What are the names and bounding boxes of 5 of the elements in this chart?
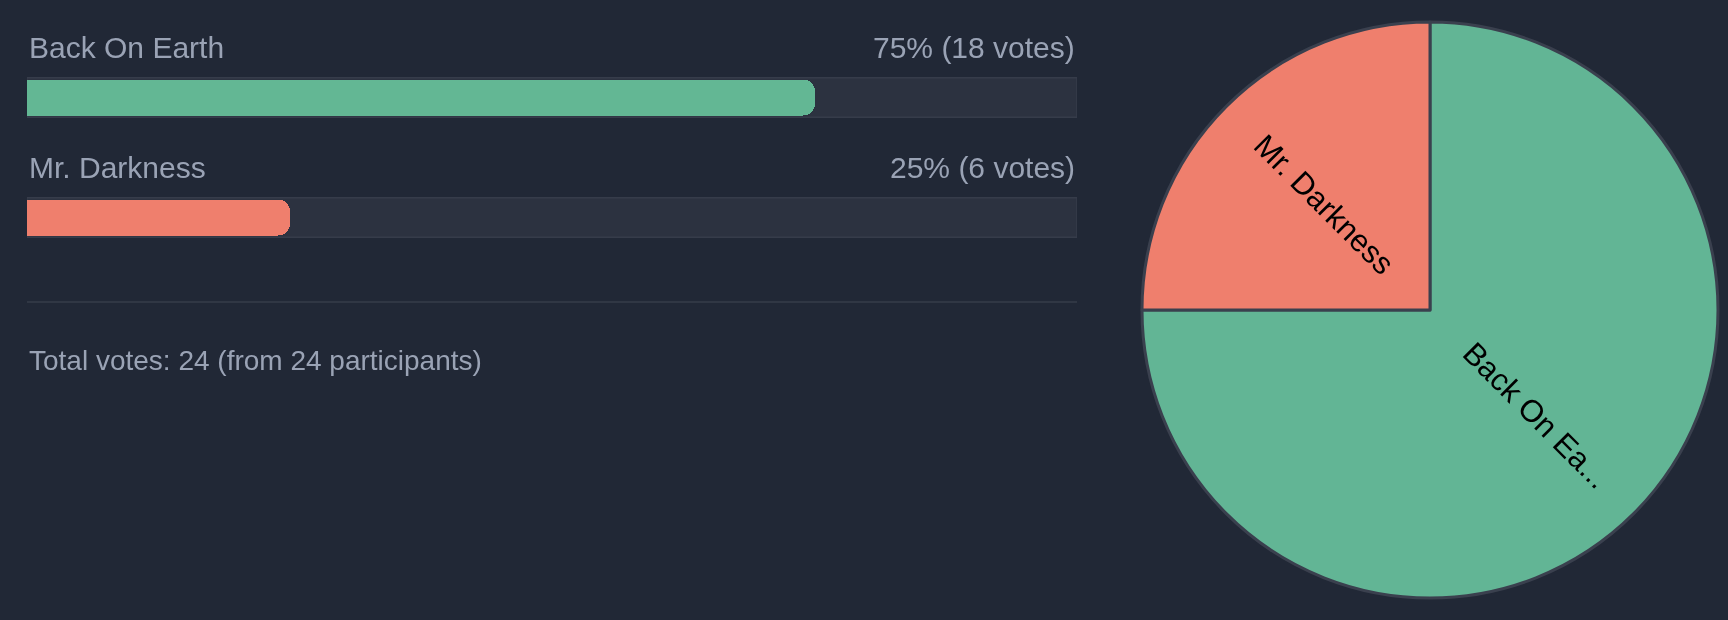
data-label: 75% (18 votes)	[873, 31, 1075, 64]
pie-slice	[1140, 20, 1720, 600]
text: Total votes: 24 (from 24 participants)	[29, 345, 482, 376]
y-tick-label: Back On Earth	[29, 31, 225, 64]
data-label: 25% (6 votes)	[890, 151, 1076, 184]
